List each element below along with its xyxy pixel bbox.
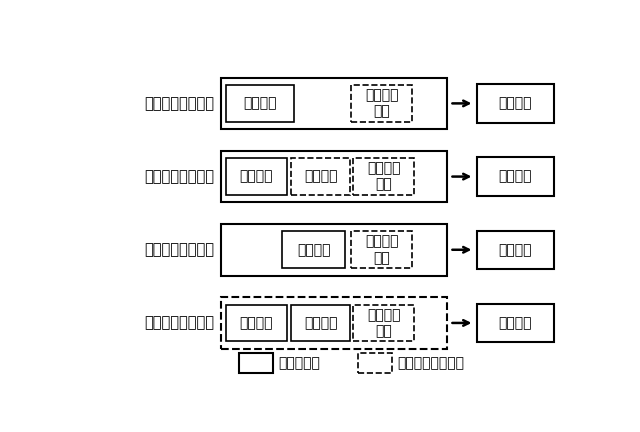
Bar bbox=[226, 85, 294, 122]
Text: ：合成用切出し画: ：合成用切出し画 bbox=[397, 356, 465, 370]
Text: 指定地点
画像: 指定地点 画像 bbox=[367, 308, 401, 338]
Bar bbox=[221, 224, 447, 276]
Bar bbox=[351, 85, 412, 122]
Text: 過去画像: 過去画像 bbox=[243, 96, 276, 111]
Bar bbox=[221, 297, 447, 349]
Bar bbox=[282, 232, 346, 268]
Bar bbox=[358, 353, 392, 373]
Text: 合成画像: 合成画像 bbox=[499, 96, 532, 111]
Text: 合成画像: 合成画像 bbox=[499, 243, 532, 257]
Bar bbox=[353, 305, 414, 341]
Text: 過去画像: 過去画像 bbox=[239, 316, 273, 330]
Text: 指定地点
画像: 指定地点 画像 bbox=[365, 235, 398, 265]
Text: 合成画像: 合成画像 bbox=[499, 170, 532, 184]
Bar bbox=[477, 231, 554, 269]
Text: 最新画像: 最新画像 bbox=[304, 170, 337, 184]
Bar bbox=[239, 353, 273, 373]
Bar bbox=[226, 158, 287, 195]
Bar bbox=[477, 304, 554, 342]
Text: 生成パターン４：: 生成パターン４： bbox=[144, 315, 214, 330]
Text: 生成パターン１：: 生成パターン１： bbox=[144, 96, 214, 111]
Bar bbox=[291, 305, 350, 341]
Bar bbox=[477, 84, 554, 123]
Text: ：背景画像: ：背景画像 bbox=[278, 356, 320, 370]
Text: 生成パターン２：: 生成パターン２： bbox=[144, 169, 214, 184]
Bar bbox=[221, 151, 447, 202]
Bar bbox=[477, 157, 554, 196]
Bar bbox=[291, 158, 350, 195]
Text: 指定地点
画像: 指定地点 画像 bbox=[367, 162, 401, 192]
Text: 指定地点
画像: 指定地点 画像 bbox=[365, 88, 398, 118]
Bar bbox=[221, 78, 447, 129]
Bar bbox=[353, 158, 414, 195]
Bar bbox=[351, 232, 412, 268]
Text: 過去画像: 過去画像 bbox=[239, 170, 273, 184]
Text: 最新画像: 最新画像 bbox=[297, 243, 331, 257]
Bar bbox=[226, 305, 287, 341]
Text: 生成パターン３：: 生成パターン３： bbox=[144, 242, 214, 257]
Text: 最新画像: 最新画像 bbox=[304, 316, 337, 330]
Text: 合成画像: 合成画像 bbox=[499, 316, 532, 330]
